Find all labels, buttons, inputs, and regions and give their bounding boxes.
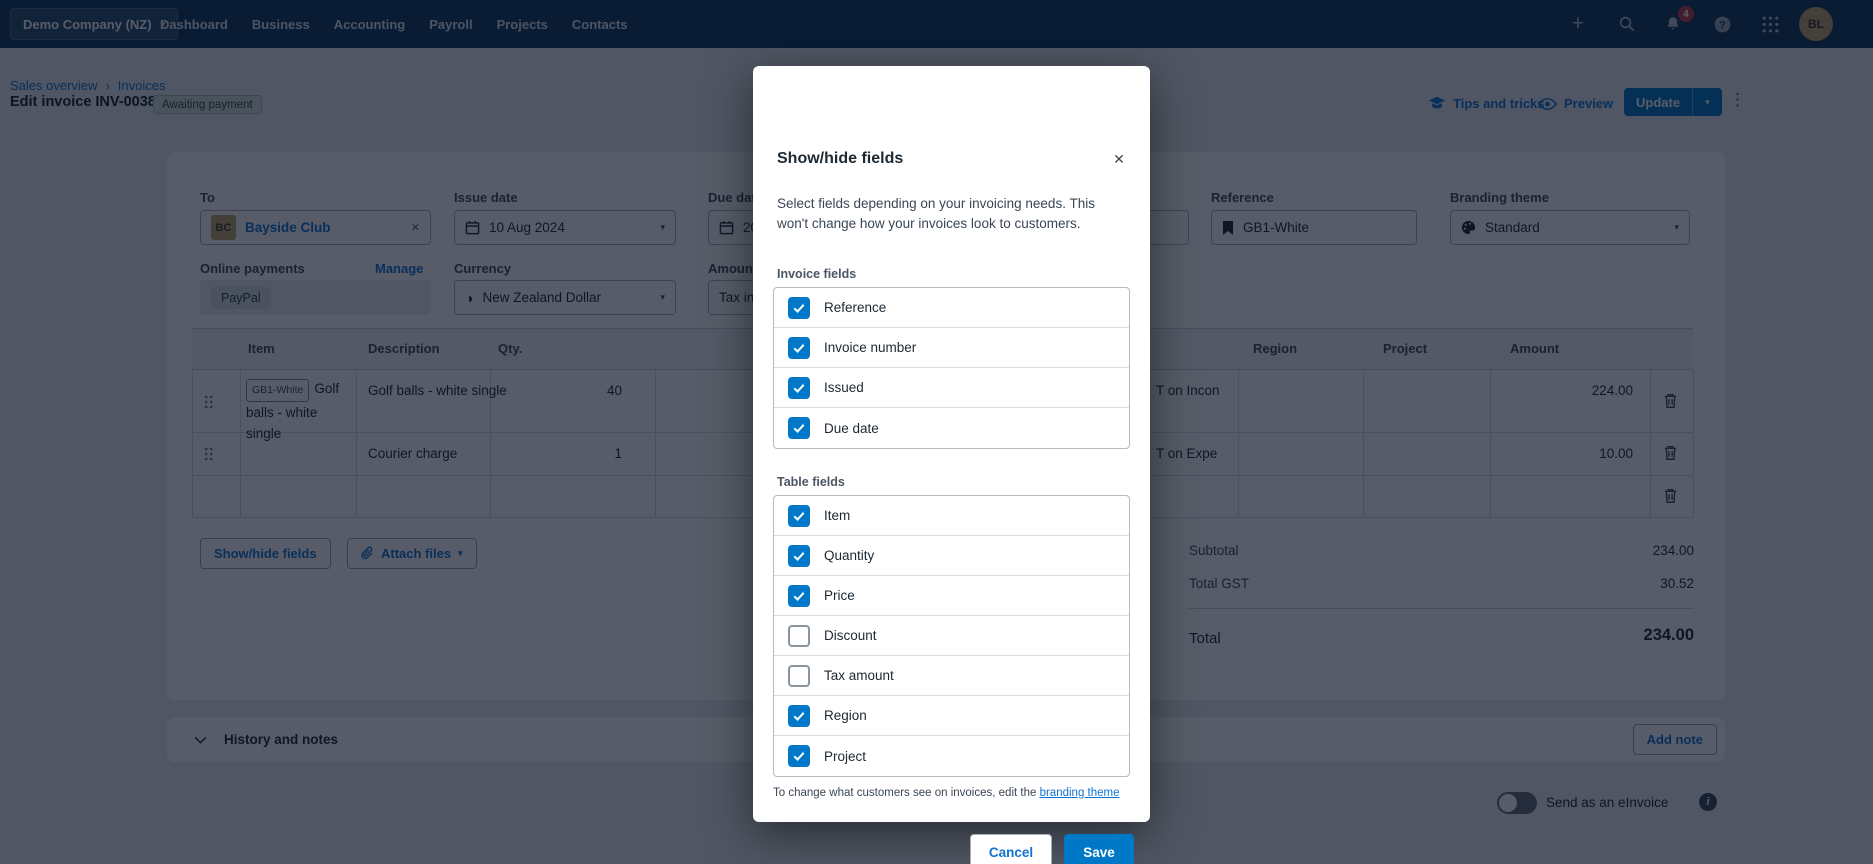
checkbox-row-quantity[interactable]: Quantity [774, 536, 1129, 576]
table-fields-group: Item Quantity Price Discount Tax amount [773, 495, 1130, 777]
checkbox-row-issued[interactable]: Issued [774, 368, 1129, 408]
checkbox-row-price[interactable]: Price [774, 576, 1129, 616]
checkbox-row-invoice-number[interactable]: Invoice number [774, 328, 1129, 368]
checkbox-unchecked-icon [788, 624, 810, 647]
checkbox-checked-icon [788, 584, 810, 607]
checkbox-row-region[interactable]: Region [774, 696, 1129, 736]
checkbox-checked-icon [788, 376, 810, 399]
checkbox-row-reference[interactable]: Reference [774, 288, 1129, 328]
checkbox-row-tax-amount[interactable]: Tax amount [774, 656, 1129, 696]
cancel-button[interactable]: Cancel [970, 834, 1052, 864]
invoice-fields-group: Reference Invoice number Issued Due date [773, 287, 1130, 449]
checkbox-row-item[interactable]: Item [774, 496, 1129, 536]
modal-title: Show/hide fields [777, 150, 904, 167]
checkbox-row-due-date[interactable]: Due date [774, 408, 1129, 448]
checkbox-row-discount[interactable]: Discount [774, 616, 1129, 656]
invoice-fields-label: Invoice fields [777, 267, 857, 281]
checkbox-unchecked-icon [788, 664, 810, 687]
checkbox-row-project[interactable]: Project [774, 736, 1129, 776]
table-fields-label: Table fields [777, 475, 845, 489]
show-hide-fields-modal: Show/hide fields ✕ Select fields dependi… [753, 66, 1150, 864]
save-button[interactable]: Save [1064, 834, 1134, 864]
branding-theme-link[interactable]: branding theme [1039, 787, 1120, 799]
checkbox-checked-icon [788, 544, 810, 567]
checkbox-checked-icon [788, 745, 810, 767]
modal-description: Select fields depending on your invoicin… [777, 196, 1095, 231]
close-icon[interactable]: ✕ [1113, 150, 1125, 167]
checkbox-checked-icon [788, 704, 810, 727]
checkbox-checked-icon [788, 336, 810, 359]
checkbox-checked-icon [788, 296, 810, 319]
checkbox-checked-icon [788, 504, 810, 527]
checkbox-checked-icon [788, 417, 810, 439]
modal-footnote: To change what customers see on invoices… [773, 787, 1120, 799]
